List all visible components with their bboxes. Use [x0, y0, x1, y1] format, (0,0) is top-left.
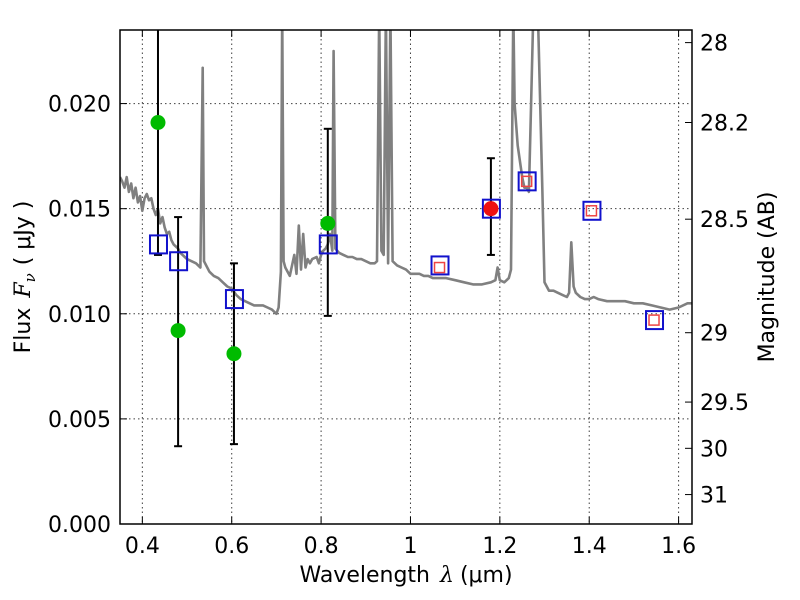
axes-frame — [119, 29, 693, 525]
y2-tick-label: 30 — [700, 437, 728, 462]
y-tick-label: 0.000 — [48, 513, 111, 538]
x-tick-label: 0.8 — [304, 534, 339, 559]
y2-tick-label: 28.5 — [700, 208, 749, 233]
observed-point — [320, 215, 336, 231]
grid-lines — [120, 30, 692, 524]
y2-tick-label: 28.2 — [700, 111, 749, 136]
model-photometry-square — [148, 234, 168, 255]
y2-tick-label: 31 — [700, 484, 728, 509]
model-photometry-square — [517, 171, 537, 192]
detection-point — [483, 201, 499, 217]
y-axis-label: FluxFν( μJy ) — [11, 201, 39, 354]
axis-ticks — [120, 30, 692, 525]
x-tick-label: 1 — [403, 534, 417, 559]
x-axis-label: Wavelength λ (μm) — [299, 563, 512, 588]
observed-point — [170, 323, 186, 339]
model-photometry-square — [318, 234, 338, 255]
observed-point — [226, 346, 242, 362]
model-photometry-square — [645, 310, 665, 331]
plot-area — [120, 30, 692, 448]
x-tick-label: 0.6 — [214, 534, 249, 559]
y-tick-label: 0.005 — [48, 408, 111, 433]
inner-marker-square — [520, 175, 533, 188]
x-tick-label: 1.6 — [661, 534, 696, 559]
x-tick-label: 1.2 — [482, 534, 517, 559]
inner-marker-square — [433, 261, 446, 274]
model-photometry-square — [582, 200, 602, 221]
inner-marker-square — [585, 205, 598, 217]
model-photometry-square — [169, 251, 189, 272]
y2-tick-label: 29.5 — [700, 391, 749, 416]
model-photometry-square — [481, 198, 501, 219]
y2-axis-label: Magnitude (AB) — [755, 192, 780, 363]
sed-model-line — [120, 30, 692, 316]
y-tick-label: 0.010 — [48, 303, 111, 328]
inner-marker-square — [648, 314, 660, 326]
x-tick-label: 1.4 — [572, 534, 607, 559]
model-photometry-square — [430, 255, 450, 276]
model-photometry-square — [224, 289, 244, 310]
x-tick-label: 0.4 — [125, 534, 160, 559]
y2-tick-label: 28 — [700, 32, 728, 57]
y2-tick-label: 29 — [700, 322, 728, 347]
y-tick-label: 0.020 — [48, 93, 111, 118]
y-tick-label: 0.015 — [48, 198, 111, 223]
observed-point — [150, 114, 166, 130]
